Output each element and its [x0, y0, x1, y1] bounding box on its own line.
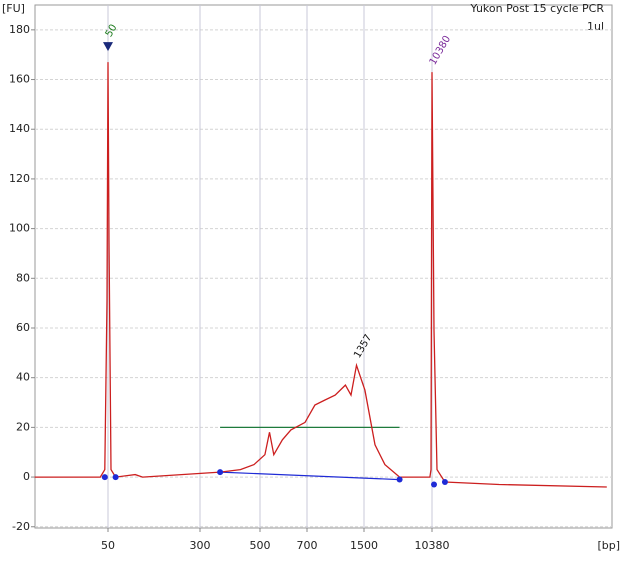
- x-tick-label: 50: [101, 539, 115, 552]
- y-tick-label: 100: [9, 222, 30, 235]
- peak-label: 50: [104, 23, 120, 40]
- y-tick-label: 160: [9, 73, 30, 86]
- x-tick-label: 300: [190, 539, 211, 552]
- chart-subtitle: 1ul: [587, 20, 604, 33]
- y-tick-label: 40: [16, 371, 30, 384]
- y-tick-label: 60: [16, 321, 30, 334]
- y-axis-label: [FU]: [2, 2, 25, 15]
- trace-line: [34, 62, 607, 488]
- x-axis-label: [bp]: [597, 539, 620, 552]
- y-tick-label: 140: [9, 122, 30, 135]
- peak-border: [441, 479, 448, 486]
- y-tick-label: 180: [9, 23, 30, 36]
- peak-border: [217, 469, 224, 476]
- y-tick-label: 120: [9, 172, 30, 185]
- baseline: [220, 471, 400, 481]
- marker-triangle: [103, 42, 113, 52]
- y-tick-label: 80: [16, 271, 30, 284]
- x-tick-label: 500: [250, 539, 271, 552]
- y-tick-label: 20: [16, 420, 30, 433]
- peak-border: [101, 474, 108, 481]
- peak-border: [112, 474, 119, 481]
- x-tick-label: 700: [297, 539, 318, 552]
- peak-border: [431, 481, 438, 488]
- y-tick-label: -20: [12, 520, 30, 533]
- peak-border: [396, 476, 403, 483]
- chart-title: Yukon Post 15 cycle PCR: [470, 2, 605, 15]
- y-tick-label: 0: [23, 470, 30, 483]
- plot-area: [34, 4, 613, 529]
- x-tick-label: 1500: [350, 539, 378, 552]
- x-tick-label: 10380: [415, 539, 450, 552]
